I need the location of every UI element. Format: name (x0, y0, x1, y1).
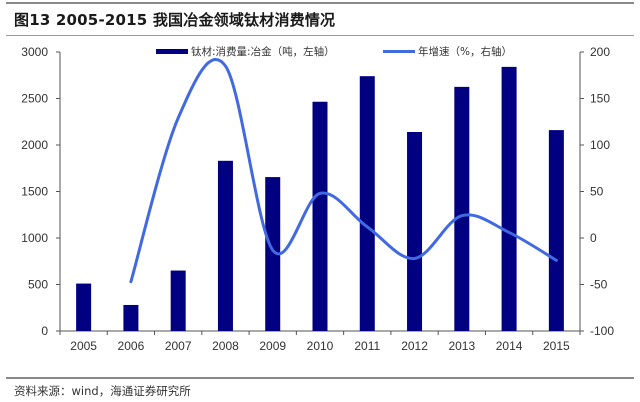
bar-swatch-icon (156, 49, 188, 54)
left-axis: 0 500 1000 1500 2000 2500 3000 (21, 45, 61, 338)
x-tick-label: 2005 (70, 339, 97, 353)
legend-line-label: 年增速（%，右轴） (418, 46, 512, 58)
right-tick-label: 200 (590, 45, 610, 59)
bar-2005 (76, 283, 92, 331)
bar-2013 (454, 86, 470, 331)
title-rule (6, 35, 634, 36)
left-tick-label: 2500 (21, 92, 48, 106)
x-tick-label: 2015 (543, 339, 570, 353)
x-tick-label: 2011 (354, 339, 380, 353)
bar-2010 (312, 101, 328, 331)
right-axis: -100 -50 0 50 100 150 200 (579, 45, 614, 338)
left-tick-label: 500 (28, 278, 48, 292)
line-series (129, 58, 558, 284)
line-swatch-icon (383, 50, 415, 53)
x-axis: 2005 2006 2007 2008 2009 2010 2011 2012 2013 2014… (59, 330, 581, 353)
bar-2006 (123, 304, 139, 331)
x-tick-label: 2006 (118, 339, 145, 353)
right-tick-label: 150 (590, 92, 610, 106)
left-tick-label: 0 (41, 324, 48, 338)
right-tick-label: 100 (590, 138, 610, 152)
bar-2015 (548, 130, 564, 331)
bar-series (76, 66, 564, 332)
x-tick-label: 2012 (401, 339, 428, 353)
source-note: 资料来源：wind，海通证券研究所 (14, 384, 191, 398)
x-tick-label: 2008 (212, 339, 239, 353)
legend-item-bar: 钛材:消费量:冶金（吨，左轴） (156, 44, 335, 59)
footer-rule (6, 377, 634, 379)
right-tick-label: -50 (590, 278, 608, 292)
left-tick-label: 2000 (21, 138, 48, 152)
left-tick-label: 3000 (21, 45, 48, 59)
bar-2011 (359, 76, 375, 332)
bar-2014 (501, 66, 517, 331)
x-tick-label: 2013 (448, 339, 475, 353)
left-tick-label: 1500 (21, 185, 48, 199)
left-tick-label: 1000 (21, 231, 48, 245)
right-tick-label: -100 (590, 324, 614, 338)
x-tick-label: 2010 (307, 339, 334, 353)
x-tick-label: 2009 (259, 339, 286, 353)
x-tick-label: 2014 (496, 339, 523, 353)
bar-2009 (265, 177, 281, 331)
chart-title: 图13 2005-2015 我国冶金领域钛材消费情况 (14, 11, 336, 29)
bar-2008 (217, 160, 233, 331)
bar-2012 (407, 131, 423, 331)
legend-bar-label: 钛材:消费量:冶金（吨，左轴） (191, 46, 335, 58)
right-tick-label: 0 (590, 231, 597, 245)
right-tick-label: 50 (590, 185, 604, 199)
growth-rate-line (129, 58, 558, 284)
bar-2007 (170, 270, 186, 331)
top-rule (6, 2, 634, 4)
x-tick-label: 2007 (165, 339, 192, 353)
legend-item-line: 年增速（%，右轴） (383, 44, 512, 59)
